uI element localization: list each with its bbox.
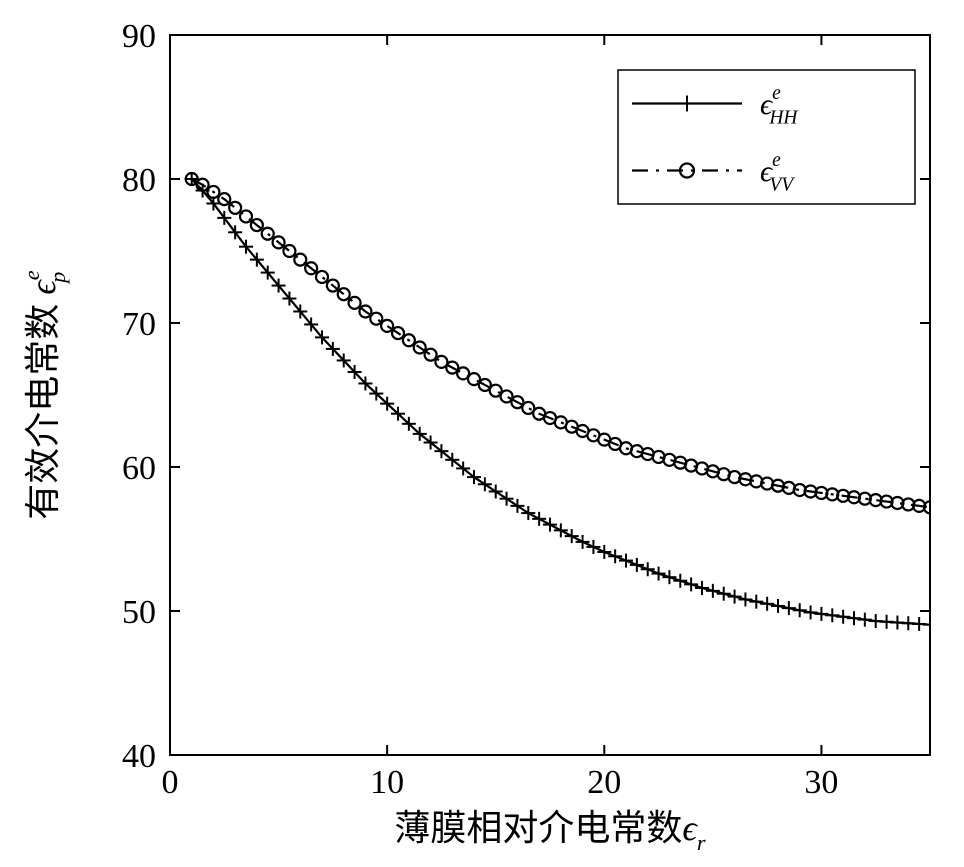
chart-container: 0 10 20 30 40 50 60 70 80 90 薄膜相对介电常数ϵr 有效介电常数 ϵep ϵ… bbox=[0, 0, 964, 867]
legend: ϵeHHϵeVV bbox=[618, 70, 915, 204]
x-tick-label: 20 bbox=[587, 764, 621, 801]
x-tick-label: 10 bbox=[370, 764, 404, 801]
y-tick-label: 60 bbox=[122, 450, 156, 487]
y-tick-label: 50 bbox=[122, 594, 156, 631]
x-tick-label: 30 bbox=[804, 764, 838, 801]
x-tick-label: 0 bbox=[162, 764, 179, 801]
y-tick-label: 80 bbox=[122, 162, 156, 199]
y-axis-title: 有效介电常数 ϵep bbox=[19, 270, 70, 520]
y-tick-label: 70 bbox=[122, 306, 156, 343]
svg-text:有效介电常数 ϵep: 有效介电常数 ϵep bbox=[19, 270, 70, 520]
y-tick-label: 90 bbox=[122, 18, 156, 55]
y-tick-label: 40 bbox=[122, 738, 156, 775]
chart-svg: 0 10 20 30 40 50 60 70 80 90 薄膜相对介电常数ϵr 有效介电常数 ϵep ϵ… bbox=[0, 0, 964, 867]
x-axis-title: 薄膜相对介电常数ϵr bbox=[394, 808, 706, 855]
